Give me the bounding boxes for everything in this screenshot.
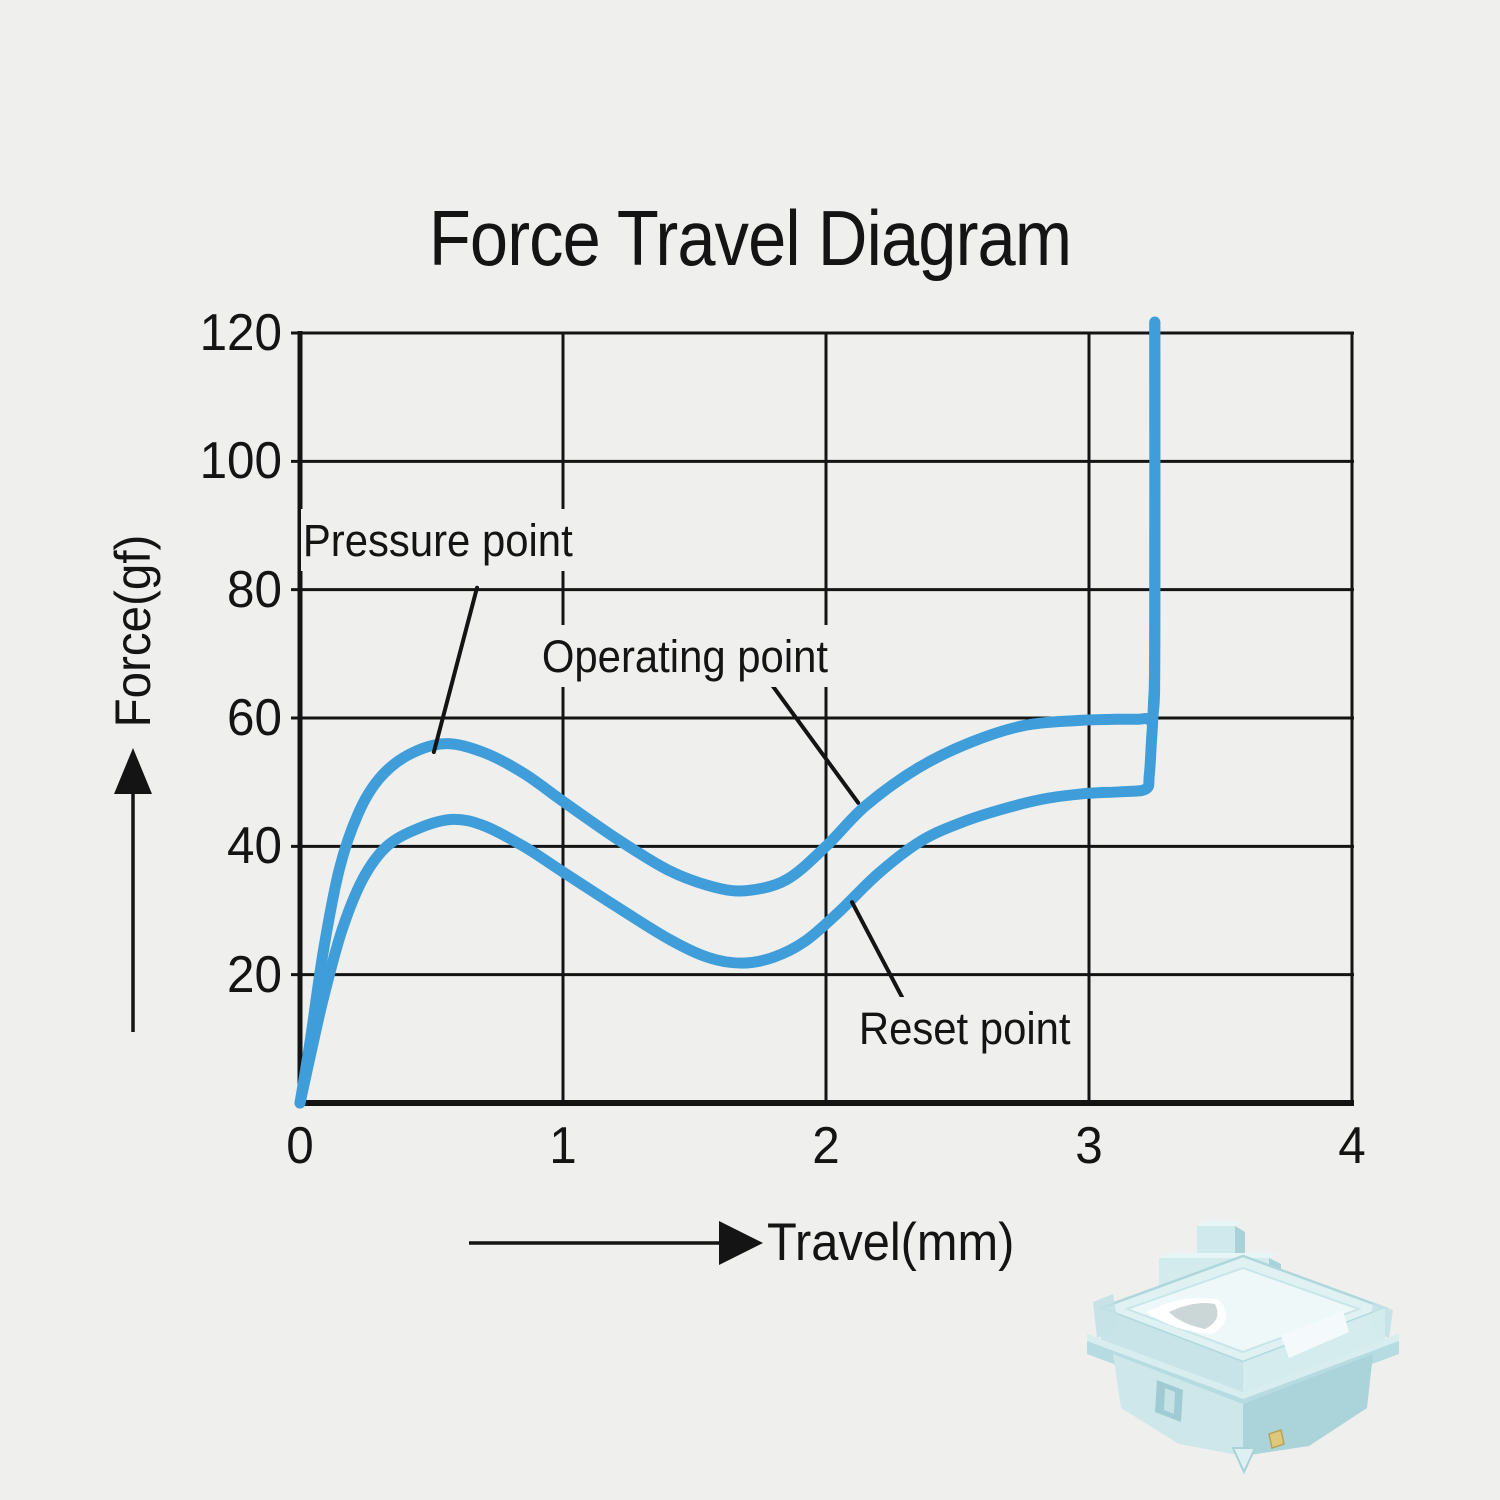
x-tick-label: 0 — [286, 1117, 314, 1175]
y-axis-arrow-icon — [114, 748, 152, 1032]
page-title: Force Travel Diagram — [428, 194, 1072, 282]
annotation-reset-point: Reset point — [857, 996, 1080, 1059]
x-tick-label: 2 — [812, 1117, 840, 1175]
y-tick-label: 120 — [199, 304, 282, 362]
x-axis-title: Travel(mm) — [767, 1213, 1015, 1272]
chart-grid — [291, 331, 1354, 1106]
x-tick-label: 1 — [549, 1117, 577, 1175]
callout-leader-lines — [431, 585, 906, 1002]
y-tick-label: 40 — [227, 817, 282, 876]
x-tick-label: 4 — [1338, 1117, 1366, 1175]
annotation-operating-point: Operating point — [540, 624, 838, 687]
y-tick-label: 80 — [227, 560, 282, 619]
annotation-pressure-point: Pressure point — [301, 509, 583, 572]
y-tick-label: 20 — [227, 945, 282, 1004]
x-axis-arrow-icon — [469, 1221, 763, 1265]
y-tick-label: 60 — [227, 689, 282, 747]
y-axis-title: Force(gf) — [105, 534, 161, 728]
x-tick-label: 3 — [1075, 1117, 1103, 1175]
switch-photo — [1087, 1221, 1399, 1475]
y-tick-label: 100 — [199, 432, 282, 491]
force-curves — [294, 316, 1161, 1109]
